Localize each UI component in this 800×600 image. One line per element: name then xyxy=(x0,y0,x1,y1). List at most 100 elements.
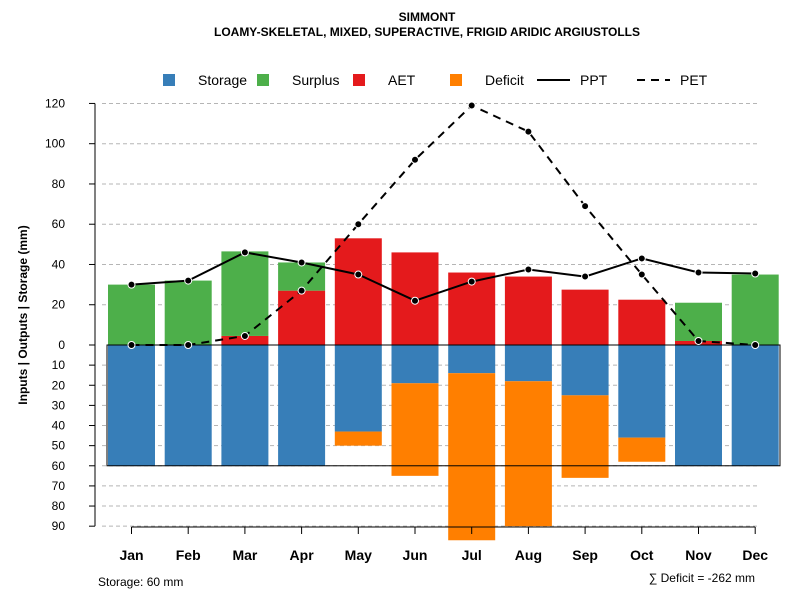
x-tick-label: Aug xyxy=(515,547,542,563)
bar-deficit xyxy=(334,431,382,446)
bars xyxy=(108,238,779,541)
y-tick-label: 40 xyxy=(52,257,66,271)
bar-storage xyxy=(618,345,666,438)
legend-label-ppt: PPT xyxy=(580,72,608,88)
y-axis-label: Inputs | Outputs | Storage (mm) xyxy=(16,225,30,404)
x-tick-label: Jul xyxy=(462,547,482,563)
point-ppt xyxy=(411,296,419,305)
y-tick-label: 50 xyxy=(52,439,66,453)
point-pet xyxy=(524,127,533,136)
point-ppt xyxy=(184,276,193,285)
x-tick-label: Dec xyxy=(742,547,768,563)
x-tick-label: Jan xyxy=(119,547,143,563)
point-ppt xyxy=(694,268,703,277)
y-tick-label: 60 xyxy=(52,217,66,231)
line-ppt xyxy=(131,251,756,302)
x-tick-label: Mar xyxy=(232,547,257,563)
bar-aet xyxy=(278,290,326,345)
storage-note: Storage: 60 mm xyxy=(98,575,183,589)
point-pet xyxy=(240,331,249,340)
bar-deficit xyxy=(448,373,496,541)
legend-label-deficit: Deficit xyxy=(485,72,524,88)
chart-subtitle: LOAMY-SKELETAL, MIXED, SUPERACTIVE, FRIG… xyxy=(214,25,640,39)
y-tick-label: 90 xyxy=(52,519,66,533)
point-ppt xyxy=(354,270,363,279)
legend-swatch-surplus xyxy=(257,74,269,86)
legend-label-surplus: Surplus xyxy=(292,72,339,88)
bar-surplus xyxy=(108,284,155,345)
y-tick-label: 70 xyxy=(52,479,66,493)
point-ppt xyxy=(751,269,760,278)
bar-surplus xyxy=(731,274,779,345)
x-tick-label: Sep xyxy=(572,547,598,563)
storage-capacity-box xyxy=(106,344,781,467)
point-ppt xyxy=(524,265,533,274)
y-tick-label: 80 xyxy=(52,177,66,191)
legend-label-aet: AET xyxy=(388,72,416,88)
bar-storage xyxy=(334,345,382,432)
bar-deficit xyxy=(504,381,552,527)
x-tick-label: Apr xyxy=(290,547,315,563)
point-pet xyxy=(354,220,363,229)
bar-storage xyxy=(391,345,439,384)
bar-surplus xyxy=(278,262,326,291)
bar-aet xyxy=(504,276,552,345)
bar-storage xyxy=(731,345,779,466)
bar-aet xyxy=(618,299,666,345)
bar-storage xyxy=(504,345,552,382)
bar-deficit xyxy=(391,383,439,476)
bar-surplus xyxy=(221,251,269,336)
x-tick-label: May xyxy=(345,547,372,563)
bar-storage xyxy=(561,345,609,396)
point-ppt xyxy=(581,272,590,281)
point-pet xyxy=(637,270,646,279)
y-tick-label: 40 xyxy=(52,419,66,433)
point-ppt xyxy=(127,280,136,289)
x-tick-label: Feb xyxy=(176,547,201,563)
bar-storage xyxy=(164,345,212,466)
axes: 0 20 40 60 80 100 120 10 20 30 40 50 60 70 80 90 Jan Feb M… xyxy=(45,96,768,563)
bar-aet xyxy=(561,289,609,345)
legend-label-pet: PET xyxy=(680,72,708,88)
point-ppt xyxy=(297,258,306,267)
x-tick-label: Jun xyxy=(403,547,428,563)
line-pet xyxy=(131,104,756,346)
point-pet xyxy=(127,341,136,349)
plot-frame xyxy=(106,344,781,467)
point-ppt xyxy=(637,254,646,263)
bar-aet xyxy=(221,335,269,345)
y-tick-label: 60 xyxy=(52,459,66,473)
point-pet xyxy=(411,155,419,164)
y-tick-label: 80 xyxy=(52,499,66,513)
y-tick-label: 30 xyxy=(52,398,66,412)
deficit-note: ∑ Deficit = -262 mm xyxy=(649,571,755,585)
point-pet xyxy=(467,101,476,110)
y-tick-label: 20 xyxy=(52,298,66,312)
point-ppt xyxy=(240,248,249,257)
y-tick-label: 120 xyxy=(45,96,65,110)
point-pet xyxy=(751,341,760,349)
point-pet xyxy=(297,286,306,295)
point-pet xyxy=(694,336,703,345)
x-tick-label: Oct xyxy=(630,547,654,563)
bar-deficit xyxy=(618,437,666,462)
bar-storage xyxy=(278,345,326,466)
bar-deficit xyxy=(561,395,609,478)
legend-swatch-deficit xyxy=(450,74,462,86)
point-pet xyxy=(581,202,590,211)
legend-label-storage: Storage xyxy=(198,72,247,88)
y-tick-label: 20 xyxy=(52,378,66,392)
point-ppt xyxy=(467,277,476,286)
legend-swatch-aet xyxy=(353,74,365,86)
x-tick-label: Nov xyxy=(685,547,712,563)
legend-swatch-storage xyxy=(163,74,175,86)
series-lines xyxy=(127,101,760,349)
bar-storage xyxy=(448,345,496,374)
y-tick-label: 10 xyxy=(52,358,66,372)
legend: Storage Surplus AET Deficit PPT PET xyxy=(163,72,708,88)
y-tick-label: 0 xyxy=(58,338,65,352)
bar-storage xyxy=(675,345,722,466)
bar-surplus xyxy=(164,280,212,345)
chart-title: SIMMONT xyxy=(399,10,456,24)
